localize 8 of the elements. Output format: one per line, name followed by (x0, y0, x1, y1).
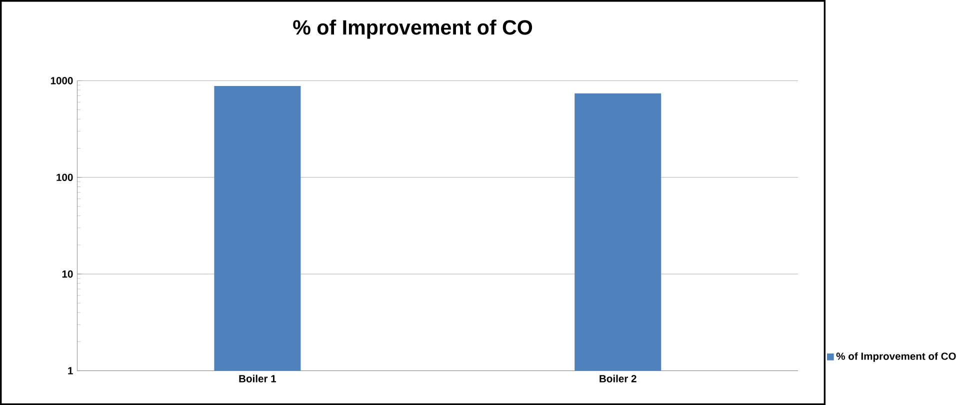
y-tick-label: 1 (68, 367, 73, 374)
x-tick-label: Boiler 1 (239, 374, 276, 382)
legend-label: % of Improvement of CO (836, 352, 956, 362)
chart-title: % of Improvement of CO (293, 20, 532, 39)
x-tick-label: Boiler 2 (600, 374, 636, 382)
y-tick-label: 1000 (50, 77, 73, 84)
y-tick-label: 100 (56, 174, 73, 181)
y-tick-label: 10 (62, 270, 73, 278)
